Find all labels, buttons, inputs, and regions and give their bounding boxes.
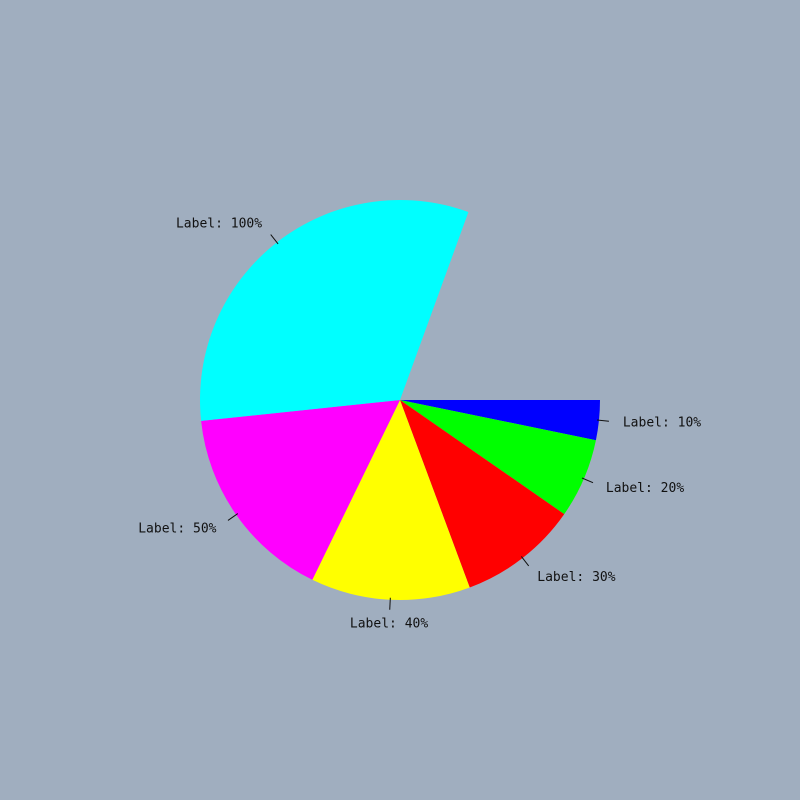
label-leader-tick <box>596 419 609 422</box>
slice-label: Label: 20% <box>606 481 684 496</box>
pie-slice <box>400 400 565 588</box>
slice-label: Label: 30% <box>537 570 615 585</box>
pie-slices <box>200 200 600 600</box>
slice-label: Label: 100% <box>176 216 262 231</box>
label-leader-tick <box>520 556 530 567</box>
label-leader-tick <box>389 597 391 610</box>
label-leader-tick <box>270 234 279 245</box>
pie-labels: Label: 10% Label: 20% Label: 30% Label: 40%… <box>138 216 701 631</box>
label-leader-tick <box>581 477 594 484</box>
slice-label: Label: 10% <box>623 416 701 431</box>
pie-slice <box>400 400 600 441</box>
label-leader-tick <box>227 513 239 521</box>
pie-slice <box>200 200 469 421</box>
slice-label: Label: 40% <box>350 617 428 632</box>
slice-label: Label: 50% <box>138 521 216 536</box>
pie-slice <box>312 400 470 600</box>
pie-slice <box>400 400 596 515</box>
pie-slice <box>201 400 400 580</box>
